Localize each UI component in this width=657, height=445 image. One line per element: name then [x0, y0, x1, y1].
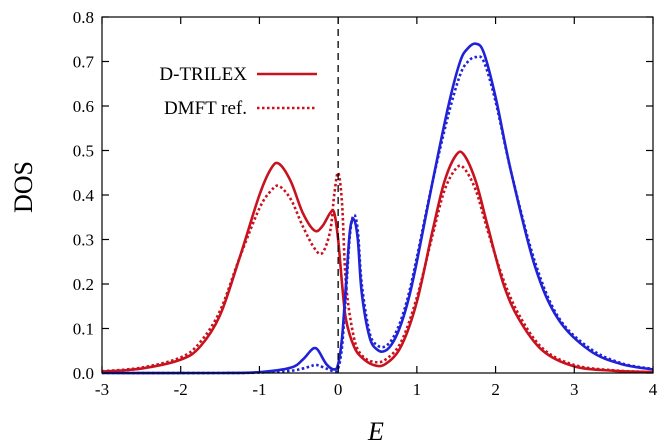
x-tick-label: 0	[334, 380, 343, 399]
y-tick-labels: 0.0 0.1 0.2 0.3 0.4 0.5 0.6 0.7 0.8	[73, 8, 95, 383]
y-tick-label: 0.1	[73, 320, 94, 339]
axis-ticks	[101, 16, 654, 374]
x-tick-label: -3	[95, 380, 109, 399]
x-tick-label: 1	[413, 380, 422, 399]
y-tick-label: 0.0	[73, 364, 94, 383]
x-tick-label: 3	[570, 380, 579, 399]
x-axis-label: E	[367, 417, 384, 445]
x-tick-label: -1	[252, 380, 266, 399]
x-tick-label: 4	[649, 380, 657, 399]
legend-label-d-trilex: D-TRILEX	[159, 64, 247, 85]
x-tick-labels: -3 -2 -1 0 1 2 3 4	[95, 380, 657, 399]
legend-label-dmft-ref: DMFT ref.	[164, 98, 247, 119]
x-tick-label: 2	[491, 380, 500, 399]
x-tick-label: -2	[174, 380, 188, 399]
red-solid-curve	[101, 150, 654, 374]
y-tick-label: 0.2	[73, 275, 94, 294]
blue-solid-curve	[101, 42, 654, 375]
y-tick-label: 0.7	[73, 53, 95, 72]
red-dotted-curve	[101, 164, 654, 374]
y-tick-label: 0.6	[73, 97, 94, 116]
y-tick-label: 0.5	[73, 142, 94, 161]
y-tick-label: 0.3	[73, 231, 94, 250]
y-axis-label: DOS	[9, 161, 38, 213]
legend: D-TRILEX DMFT ref.	[159, 64, 317, 119]
y-tick-label: 0.8	[73, 8, 94, 27]
y-tick-label: 0.4	[73, 186, 95, 205]
plot-series	[101, 42, 654, 375]
